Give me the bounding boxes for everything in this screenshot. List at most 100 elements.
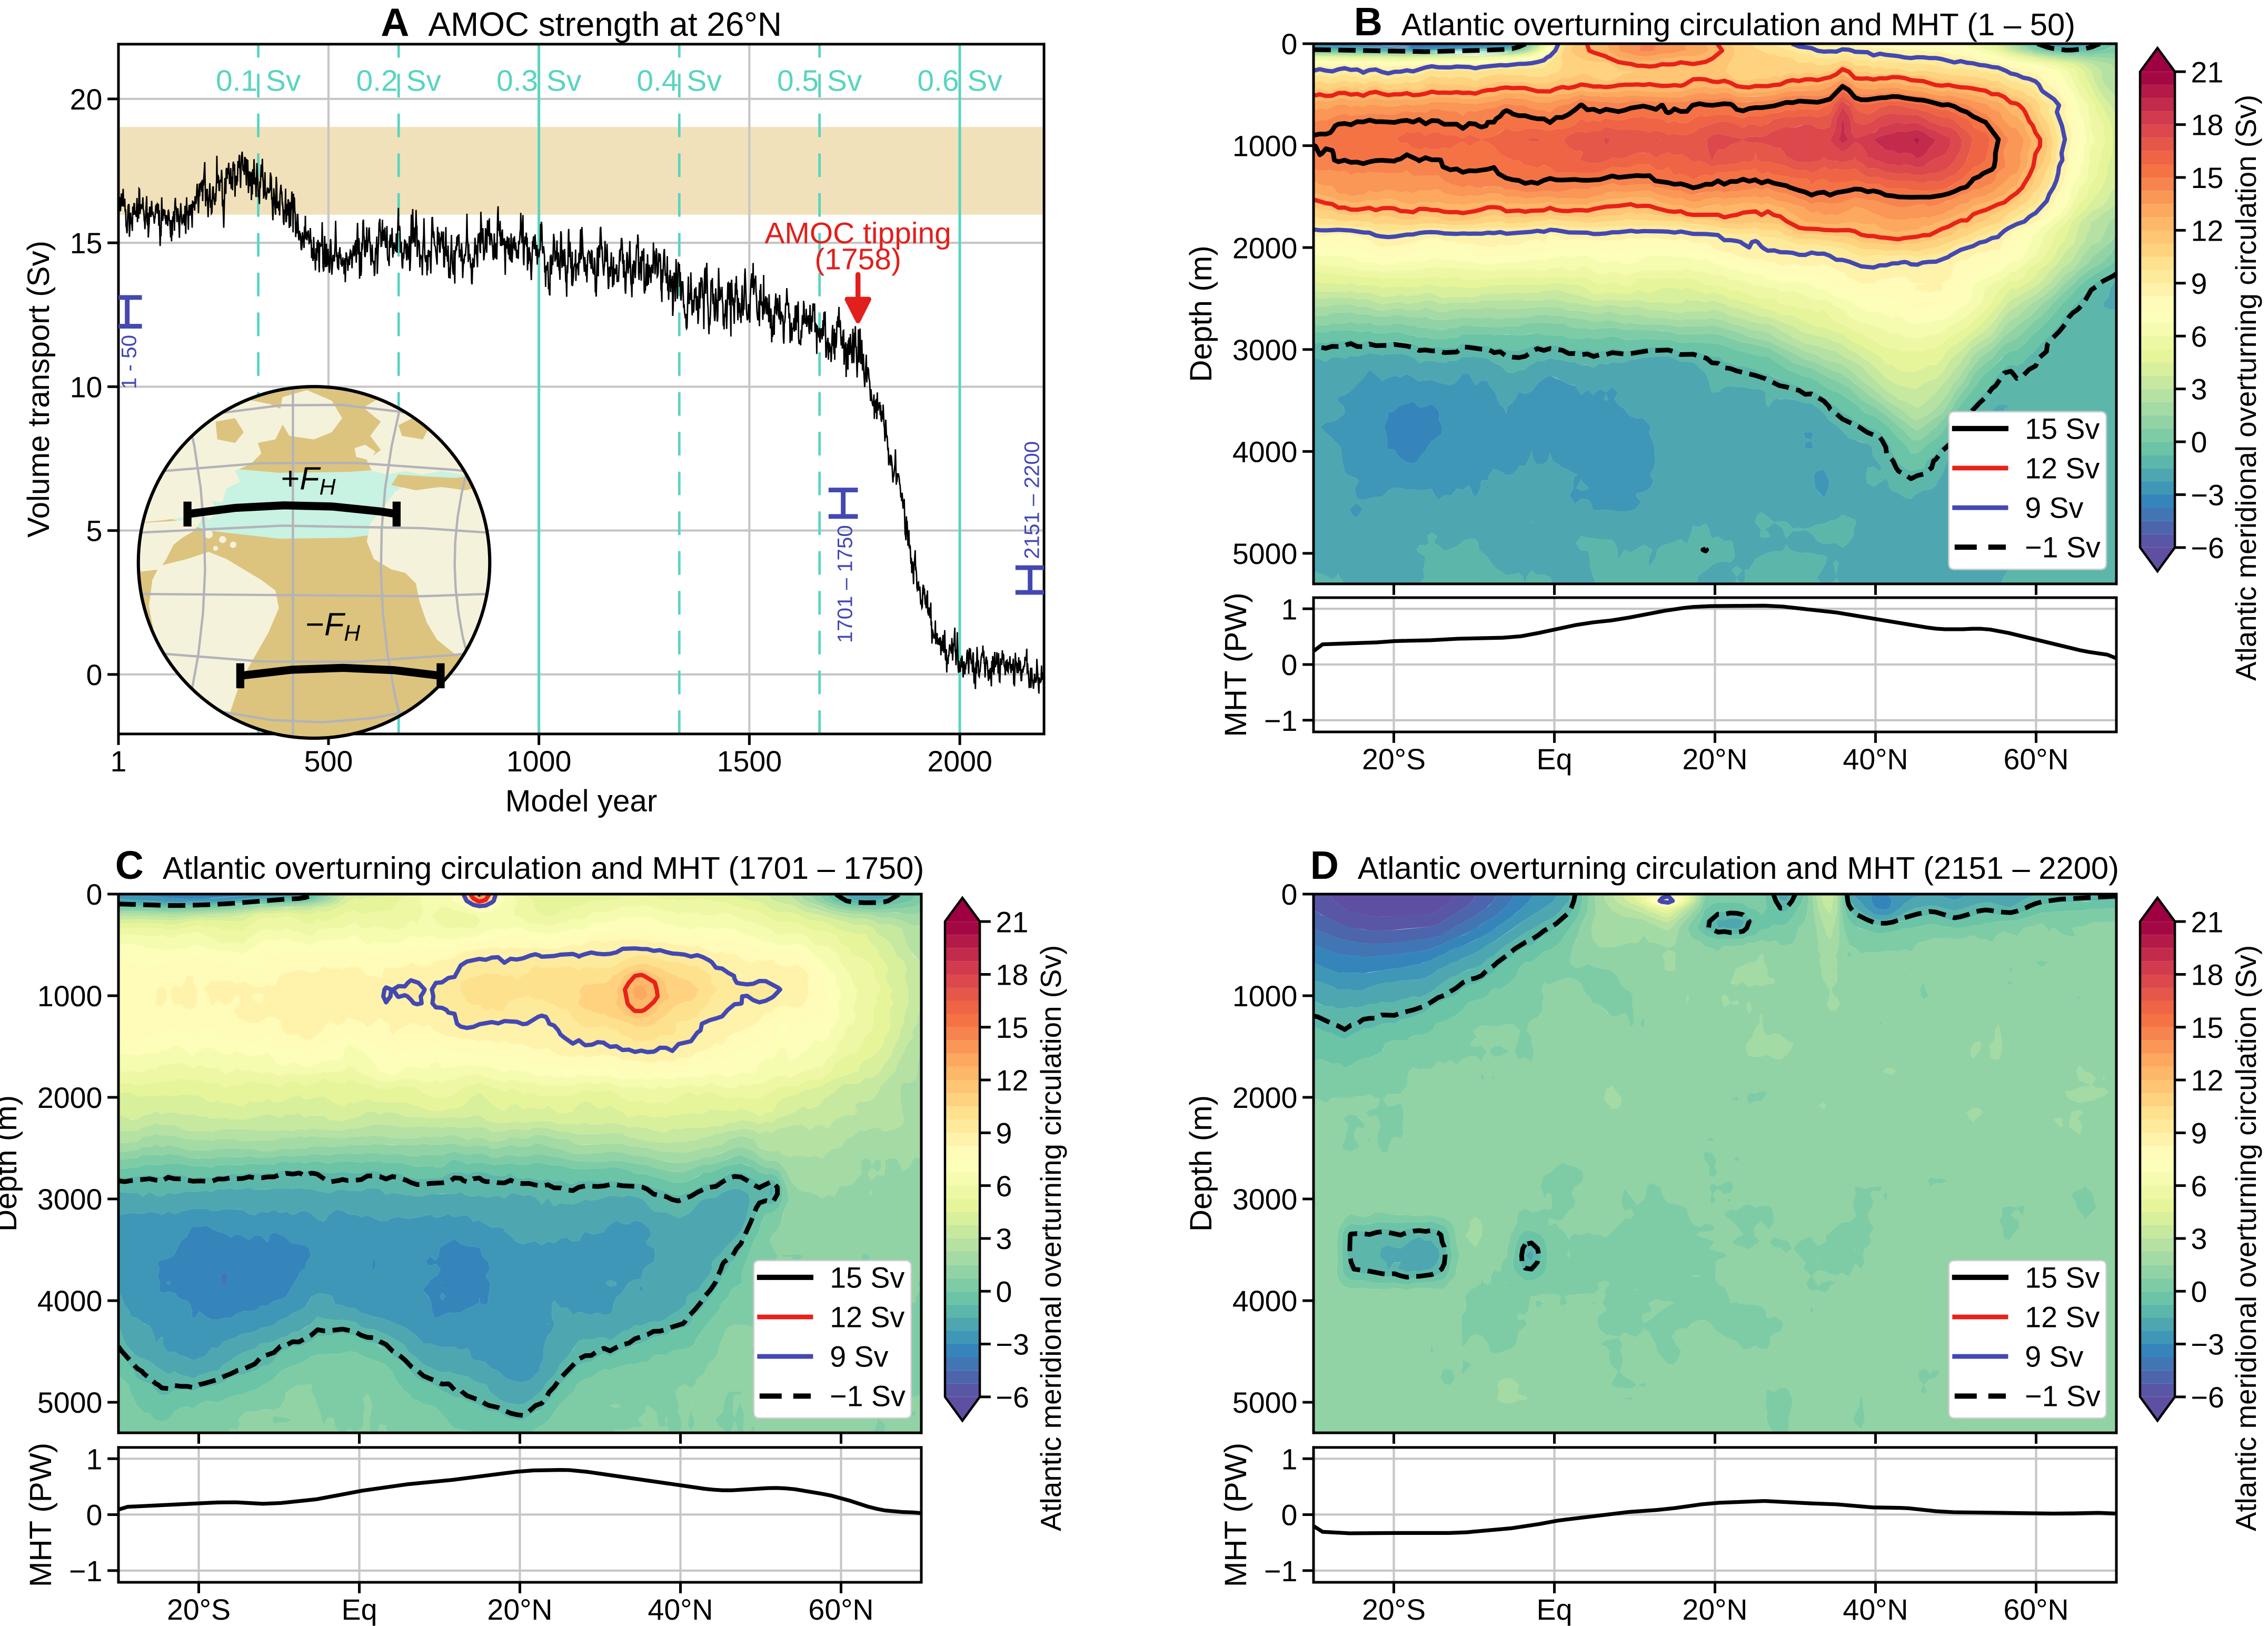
svg-text:21: 21 xyxy=(2191,906,2224,938)
svg-text:Eq: Eq xyxy=(1537,743,1573,776)
svg-text:20°S: 20°S xyxy=(167,1593,231,1626)
svg-text:9 Sv: 9 Sv xyxy=(830,1341,888,1373)
svg-text:500: 500 xyxy=(304,745,353,778)
svg-text:0: 0 xyxy=(1281,28,1298,61)
svg-text:0.5 Sv: 0.5 Sv xyxy=(777,64,862,98)
svg-text:0: 0 xyxy=(1281,878,1298,911)
svg-text:5000: 5000 xyxy=(1232,538,1298,570)
svg-text:10: 10 xyxy=(70,371,103,403)
svg-text:Atlantic overturning circulati: Atlantic overturning circulation and MHT… xyxy=(163,850,924,886)
svg-text:Atlantic meridional overturnin: Atlantic meridional overturning circulat… xyxy=(2230,95,2262,681)
svg-text:0: 0 xyxy=(86,1499,103,1532)
svg-text:MHT (PW): MHT (PW) xyxy=(1219,1443,1253,1587)
svg-text:15: 15 xyxy=(70,227,103,260)
svg-text:6: 6 xyxy=(2191,1170,2207,1203)
svg-text:2000: 2000 xyxy=(37,1082,103,1114)
svg-text:0.3 Sv: 0.3 Sv xyxy=(496,64,582,98)
svg-text:−6: −6 xyxy=(996,1381,1029,1414)
svg-text:3000: 3000 xyxy=(1232,1183,1298,1216)
svg-text:12 Sv: 12 Sv xyxy=(2025,1301,2100,1333)
svg-text:0: 0 xyxy=(2191,1275,2207,1308)
svg-text:0.4 Sv: 0.4 Sv xyxy=(636,64,722,98)
svg-text:4000: 4000 xyxy=(1232,435,1298,468)
svg-text:3000: 3000 xyxy=(1232,334,1298,366)
svg-text:0: 0 xyxy=(996,1275,1012,1308)
svg-text:Atlantic overturning circulati: Atlantic overturning circulation and MHT… xyxy=(1358,850,2119,886)
svg-text:1000: 1000 xyxy=(1232,980,1298,1013)
svg-text:9: 9 xyxy=(2191,267,2207,300)
svg-text:15 Sv: 15 Sv xyxy=(2025,412,2100,445)
svg-text:4000: 4000 xyxy=(37,1285,103,1317)
svg-text:40°N: 40°N xyxy=(1843,1593,1908,1626)
svg-text:C: C xyxy=(115,843,144,887)
svg-text:0: 0 xyxy=(1281,1499,1298,1532)
svg-text:4000: 4000 xyxy=(1232,1285,1298,1317)
svg-text:(1758): (1758) xyxy=(814,242,901,276)
svg-text:1000: 1000 xyxy=(506,745,572,778)
svg-text:6: 6 xyxy=(996,1170,1012,1203)
svg-text:15: 15 xyxy=(2191,162,2224,194)
svg-text:0: 0 xyxy=(86,878,103,911)
svg-text:−1: −1 xyxy=(1264,1555,1297,1588)
svg-text:2000: 2000 xyxy=(927,745,992,778)
svg-text:Eq: Eq xyxy=(1537,1593,1573,1626)
svg-text:0: 0 xyxy=(1281,649,1298,681)
svg-text:Model year: Model year xyxy=(505,784,658,818)
svg-text:40°N: 40°N xyxy=(1843,743,1908,776)
svg-text:Atlantic meridional overturnin: Atlantic meridional overturning circulat… xyxy=(1034,945,1067,1531)
svg-text:0: 0 xyxy=(86,659,103,691)
svg-text:− F H: − F H xyxy=(305,607,360,646)
svg-text:−3: −3 xyxy=(2191,479,2224,512)
svg-text:21: 21 xyxy=(2191,56,2224,88)
svg-text:1000: 1000 xyxy=(1232,130,1298,163)
svg-text:−1: −1 xyxy=(69,1555,102,1588)
svg-text:20°N: 20°N xyxy=(487,1593,552,1626)
svg-text:1000: 1000 xyxy=(37,980,103,1013)
svg-text:5: 5 xyxy=(86,515,103,548)
svg-text:1: 1 xyxy=(1281,1443,1298,1475)
svg-text:0.1 Sv: 0.1 Sv xyxy=(216,64,301,98)
svg-text:9: 9 xyxy=(2191,1117,2207,1149)
svg-text:9 Sv: 9 Sv xyxy=(2025,1341,2083,1373)
svg-text:MHT (PW): MHT (PW) xyxy=(24,1443,58,1587)
svg-text:60°N: 60°N xyxy=(2003,743,2068,776)
svg-text:15 Sv: 15 Sv xyxy=(2025,1261,2100,1294)
svg-text:A: A xyxy=(381,0,409,44)
svg-text:−1 Sv: −1 Sv xyxy=(830,1380,906,1413)
svg-text:1: 1 xyxy=(111,745,127,778)
svg-text:Atlantic overturning circulati: Atlantic overturning circulation and MHT… xyxy=(1401,7,2075,42)
svg-text:15: 15 xyxy=(2191,1012,2224,1044)
svg-text:12 Sv: 12 Sv xyxy=(830,1301,904,1333)
svg-text:5000: 5000 xyxy=(1232,1386,1298,1419)
svg-text:1500: 1500 xyxy=(717,745,782,778)
svg-text:2151 – 2200: 2151 – 2200 xyxy=(1020,441,1043,559)
svg-text:2000: 2000 xyxy=(1232,232,1298,264)
svg-text:40°N: 40°N xyxy=(648,1593,713,1626)
svg-text:3: 3 xyxy=(2191,1223,2207,1255)
svg-text:Atlantic meridional overturnin: Atlantic meridional overturning circulat… xyxy=(2230,945,2262,1531)
svg-text:Volume transport (Sv): Volume transport (Sv) xyxy=(22,241,56,538)
svg-text:−1 Sv: −1 Sv xyxy=(2025,531,2101,564)
svg-text:−6: −6 xyxy=(2191,1381,2224,1414)
svg-text:12: 12 xyxy=(996,1064,1029,1097)
svg-text:MHT (PW): MHT (PW) xyxy=(1219,592,1253,737)
svg-text:0.6 Sv: 0.6 Sv xyxy=(917,64,1002,98)
svg-text:20°S: 20°S xyxy=(1362,1593,1426,1626)
svg-text:12 Sv: 12 Sv xyxy=(2025,452,2100,484)
svg-text:6: 6 xyxy=(2191,320,2207,353)
svg-text:18: 18 xyxy=(996,959,1029,992)
svg-text:20: 20 xyxy=(70,83,103,116)
svg-text:12: 12 xyxy=(2191,1064,2224,1097)
svg-text:2000: 2000 xyxy=(1232,1082,1298,1114)
svg-text:9: 9 xyxy=(996,1117,1012,1149)
svg-text:1701 – 1750: 1701 – 1750 xyxy=(833,525,857,643)
svg-text:AMOC strength at 26°N: AMOC strength at 26°N xyxy=(428,5,782,43)
svg-text:18: 18 xyxy=(2191,109,2224,142)
svg-text:20°N: 20°N xyxy=(1682,743,1747,776)
svg-text:9 Sv: 9 Sv xyxy=(2025,492,2083,524)
svg-text:12: 12 xyxy=(2191,215,2224,247)
svg-text:Depth (m): Depth (m) xyxy=(1184,245,1218,382)
svg-text:−1: −1 xyxy=(1264,705,1297,737)
svg-text:−3: −3 xyxy=(996,1328,1029,1361)
svg-text:20°N: 20°N xyxy=(1682,1593,1747,1626)
